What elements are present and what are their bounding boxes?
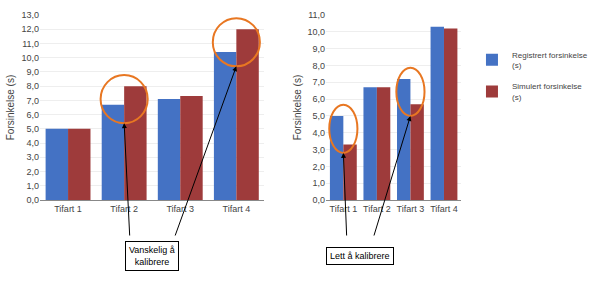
svg-text:1,0: 1,0: [26, 181, 39, 191]
svg-text:2,0: 2,0: [26, 167, 39, 177]
svg-text:11,0: 11,0: [308, 10, 325, 20]
svg-text:11,0: 11,0: [22, 39, 39, 49]
svg-text:13,0: 13,0: [21, 10, 39, 20]
svg-text:9,0: 9,0: [313, 44, 326, 54]
svg-text:Vanskelig åkalibrere: Vanskelig åkalibrere: [129, 245, 175, 267]
svg-text:3,0: 3,0: [26, 152, 39, 162]
svg-text:Tifart 3: Tifart 3: [166, 204, 194, 214]
svg-text:10,0: 10,0: [21, 53, 39, 63]
svg-text:Lett å kalibrere: Lett å kalibrere: [330, 251, 390, 261]
svg-text:6,0: 6,0: [313, 94, 326, 104]
svg-text:5,0: 5,0: [313, 111, 326, 121]
svg-text:Tifart 2: Tifart 2: [363, 204, 391, 214]
svg-text:Simulert forsinkelse(s): Simulert forsinkelse(s): [512, 82, 582, 101]
svg-text:4,0: 4,0: [26, 138, 39, 148]
svg-text:Tifart 1: Tifart 1: [329, 204, 357, 214]
svg-text:Tifart 1: Tifart 1: [54, 204, 82, 214]
svg-text:9,0: 9,0: [26, 67, 39, 77]
svg-text:5,0: 5,0: [26, 124, 39, 134]
svg-text:8,0: 8,0: [26, 81, 39, 91]
svg-text:8,0: 8,0: [313, 61, 326, 71]
svg-text:7,0: 7,0: [313, 77, 326, 87]
svg-text:Tifart 2: Tifart 2: [110, 204, 138, 214]
svg-text:3,0: 3,0: [313, 145, 326, 155]
svg-text:Forsinkelse (s): Forsinkelse (s): [5, 75, 16, 141]
svg-text:2,0: 2,0: [313, 162, 326, 172]
svg-text:0,0: 0,0: [313, 195, 326, 205]
svg-text:10,0: 10,0: [308, 27, 326, 37]
svg-text:Forsinkelse (s): Forsinkelse (s): [292, 75, 303, 141]
svg-text:Registrert forsinkelse(s): Registrert forsinkelse(s): [512, 51, 588, 70]
svg-text:Tifart 4: Tifart 4: [430, 204, 458, 214]
svg-text:6,0: 6,0: [26, 110, 39, 120]
svg-text:4,0: 4,0: [313, 128, 326, 138]
svg-text:12,0: 12,0: [21, 24, 39, 34]
svg-text:Tifart 3: Tifart 3: [397, 204, 425, 214]
svg-text:1,0: 1,0: [313, 178, 326, 188]
svg-text:7,0: 7,0: [26, 96, 39, 106]
svg-text:Tifart 4: Tifart 4: [223, 204, 251, 214]
svg-text:0,0: 0,0: [26, 195, 39, 205]
